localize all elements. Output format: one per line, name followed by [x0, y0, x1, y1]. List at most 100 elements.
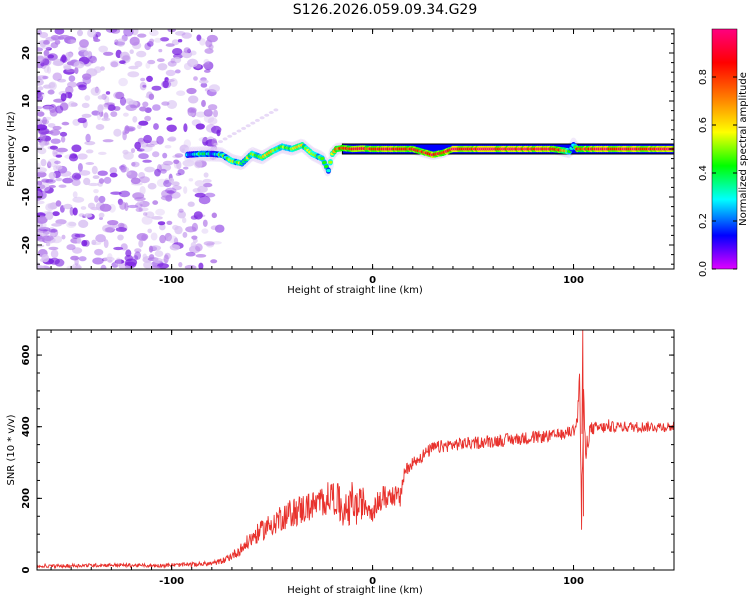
colorbar-tick-label: 0.8 — [698, 69, 709, 85]
noise-blob — [91, 242, 102, 246]
noise-blob — [172, 48, 183, 56]
noise-blob — [162, 80, 169, 89]
spectrogram-x-axis-label: Height of straight line (km) — [287, 285, 423, 296]
noise-blob — [72, 191, 78, 199]
noise-blob — [165, 187, 177, 194]
noise-blob — [211, 212, 217, 219]
noise-blob — [42, 104, 54, 110]
noise-blob — [118, 190, 131, 198]
noise-blob — [110, 61, 119, 68]
noise-blob — [48, 229, 58, 233]
noise-blob — [40, 158, 47, 167]
noise-blob — [73, 60, 85, 69]
y-tick-label: 0 — [21, 566, 32, 573]
noise-blob — [66, 221, 77, 228]
noise-blob — [222, 137, 228, 141]
noise-blob — [41, 254, 50, 263]
noise-blob — [47, 89, 55, 95]
noise-blob — [110, 111, 118, 117]
noise-blob — [93, 189, 99, 194]
noise-blob — [155, 208, 166, 216]
spectrogram-track — [183, 137, 674, 177]
noise-blob — [210, 259, 218, 264]
noise-blob — [98, 45, 108, 53]
noise-blob — [71, 178, 81, 187]
noise-blob — [37, 265, 45, 269]
noise-blob — [93, 38, 101, 42]
noise-blob — [189, 50, 197, 56]
noise-blob — [143, 134, 153, 144]
snr-x-axis-label: Height of straight line (km) — [287, 585, 423, 596]
noise-blob — [183, 123, 188, 133]
noise-blob — [134, 60, 143, 68]
noise-blob — [42, 116, 47, 125]
noise-blob — [164, 232, 172, 242]
noise-blob — [43, 49, 50, 57]
noise-blob — [169, 78, 178, 87]
noise-blob — [152, 104, 161, 111]
noise-blob — [145, 143, 155, 148]
noise-blob — [64, 91, 73, 99]
noise-blob — [188, 178, 194, 182]
noise-blob — [37, 78, 44, 86]
noise-blob — [103, 176, 112, 184]
noise-blob — [37, 75, 48, 80]
noise-blob — [184, 264, 197, 269]
colorbar-tick-label: 0.6 — [698, 117, 709, 133]
noise-blob — [188, 95, 199, 104]
noise-blob — [47, 161, 52, 169]
y-tick-label: 10 — [21, 94, 32, 108]
noise-blob — [127, 204, 139, 209]
noise-blob — [150, 265, 161, 269]
noise-blob — [162, 152, 168, 159]
noise-blob — [72, 247, 83, 254]
noise-blob — [66, 61, 75, 66]
track-cell-core — [328, 160, 333, 164]
noise-blob — [159, 37, 170, 42]
noise-blob — [204, 192, 216, 198]
noise-blob — [84, 141, 96, 146]
noise-blob — [152, 151, 160, 158]
noise-blob — [124, 125, 130, 134]
noise-blob — [250, 121, 256, 125]
noise-blob — [203, 109, 213, 117]
noise-blob — [125, 249, 132, 257]
x-tick-label: 0 — [369, 275, 376, 286]
noise-blob — [177, 39, 183, 43]
noise-blob — [154, 37, 162, 43]
noise-blob — [37, 111, 45, 117]
noise-blob — [204, 69, 211, 73]
colorbar-ticks: 0.0 0.2 0.4 0.6 0.8 — [698, 69, 737, 277]
noise-blob — [103, 51, 114, 56]
noise-blob — [159, 163, 172, 172]
noise-blob — [45, 211, 54, 220]
noise-blob — [107, 220, 119, 226]
noise-blob — [37, 117, 42, 126]
noise-blob — [164, 77, 169, 82]
noise-blob — [78, 84, 87, 91]
noise-blob — [52, 211, 60, 217]
noise-blob — [70, 255, 79, 261]
noise-blob — [156, 58, 165, 62]
noise-blob — [52, 148, 58, 157]
noise-blob — [168, 136, 177, 142]
noise-blob — [140, 77, 146, 82]
noise-blob — [137, 124, 142, 130]
noise-blob — [158, 48, 163, 53]
noise-blob — [81, 240, 88, 247]
y-tick-label: 200 — [21, 488, 32, 509]
noise-blob — [147, 59, 156, 65]
noise-blob — [183, 139, 191, 149]
noise-blob — [174, 69, 181, 74]
noise-blob — [61, 121, 70, 126]
y-tick-label: 20 — [21, 46, 32, 60]
noise-blob — [72, 196, 85, 203]
noise-blob — [37, 184, 46, 189]
noise-blob — [122, 55, 130, 61]
noise-blob — [131, 162, 136, 167]
noise-blob — [181, 32, 192, 39]
x-tick-label: 100 — [563, 275, 584, 286]
noise-blob — [50, 138, 61, 144]
noise-blob — [174, 225, 183, 235]
noise-blob — [145, 211, 155, 218]
